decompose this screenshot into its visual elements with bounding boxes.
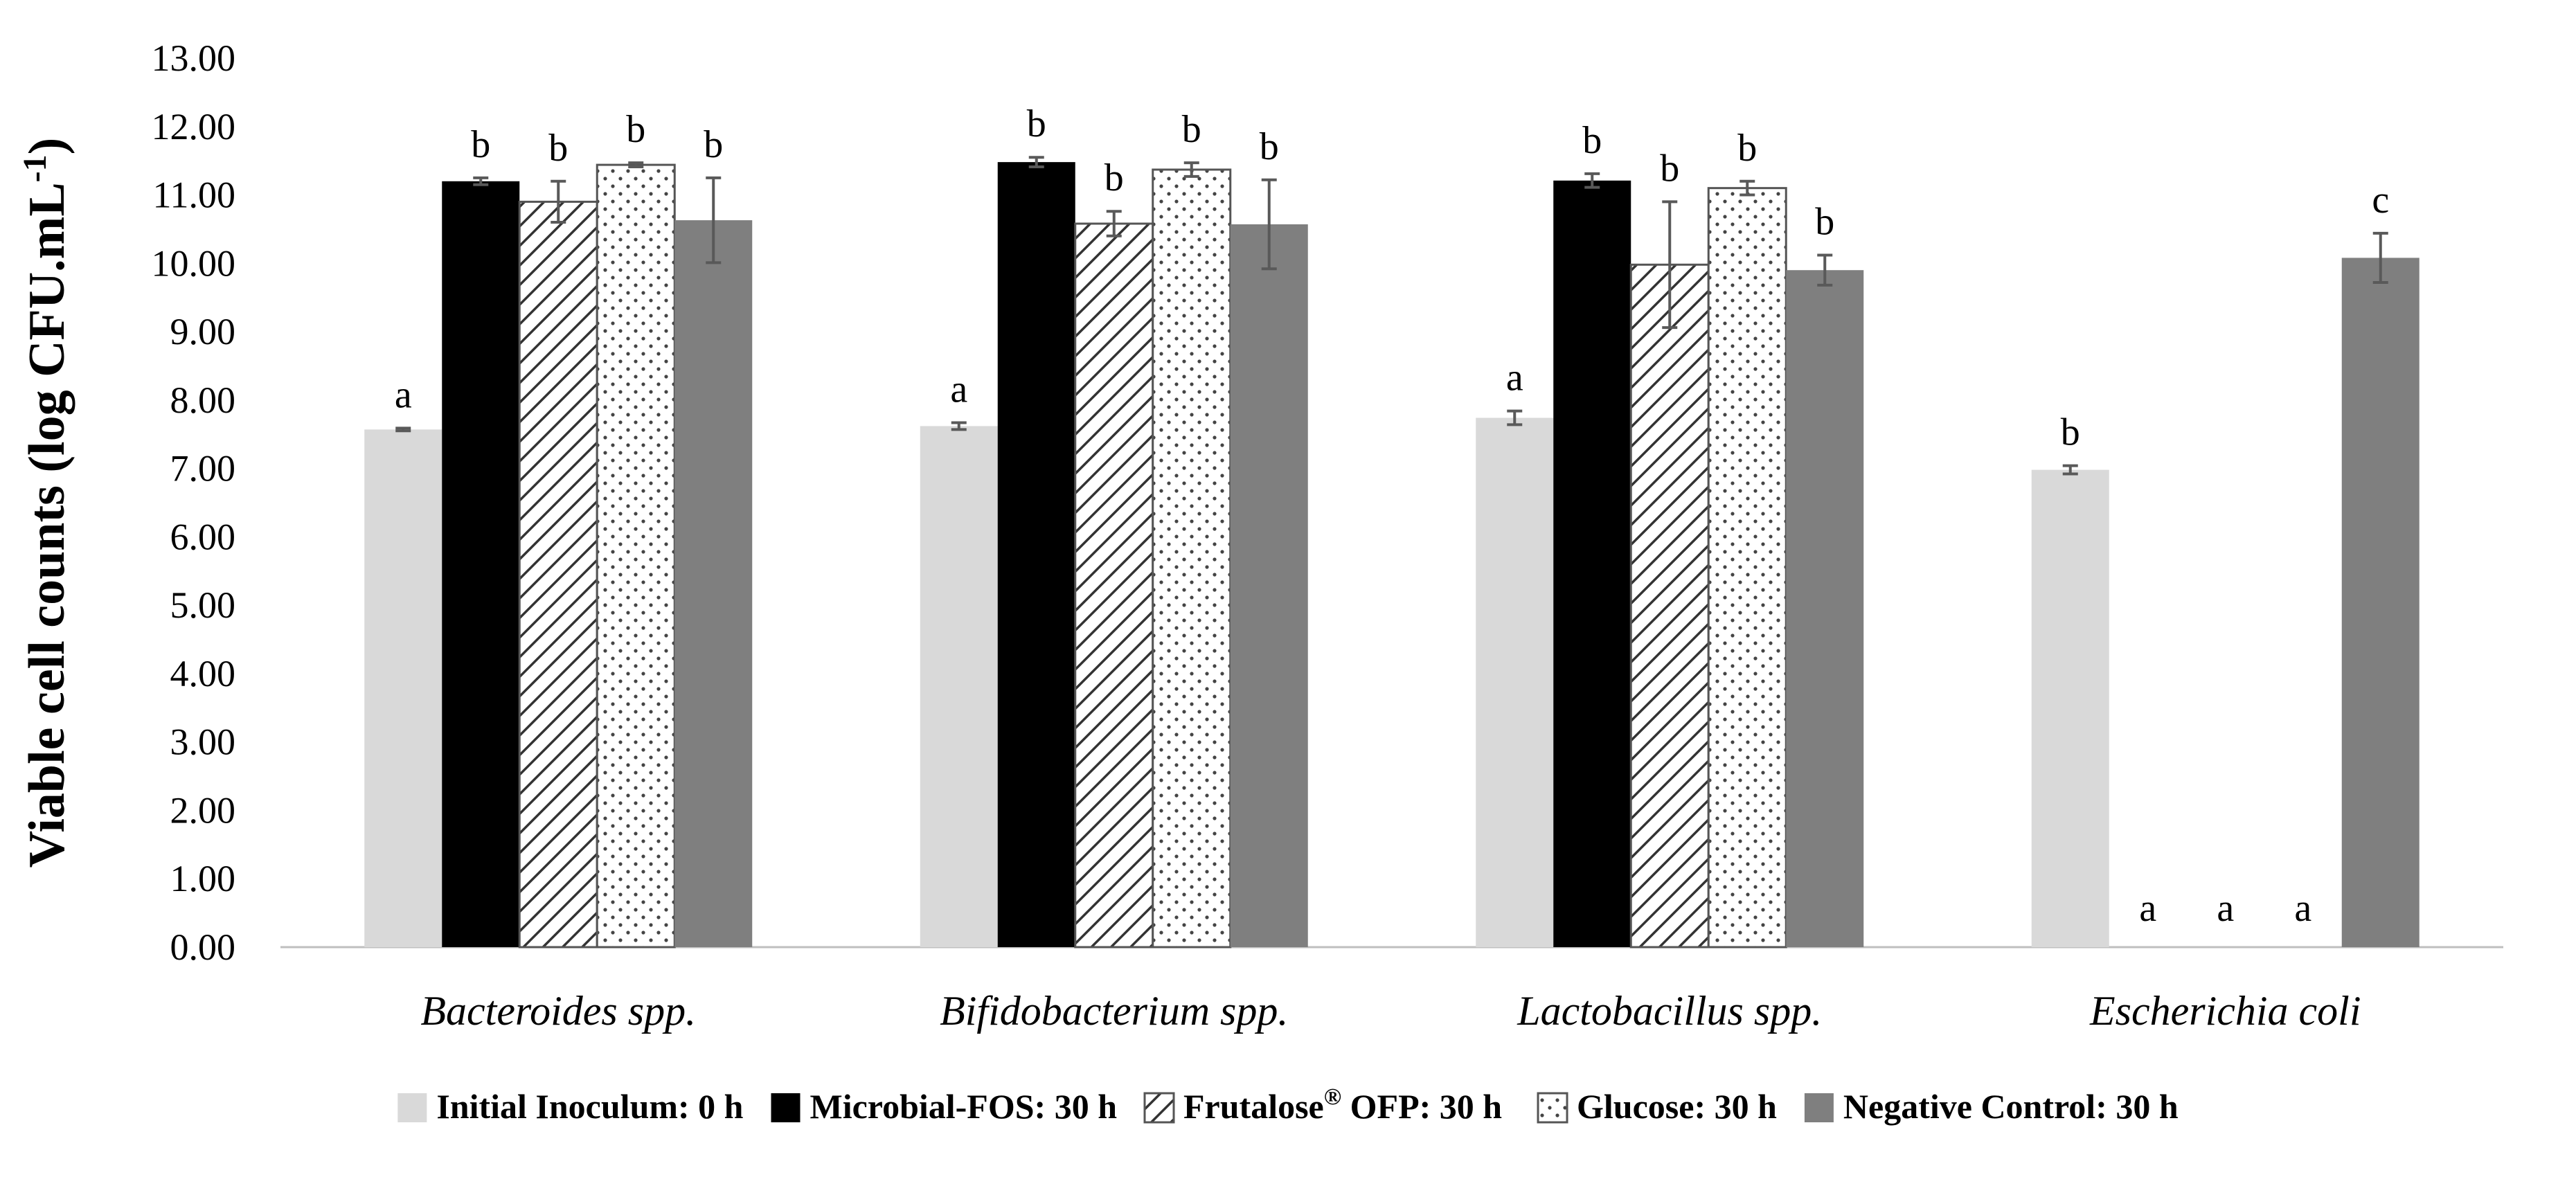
labels-layer: a b b b b Bacteroides spp. a b b b b Bifidobacteriu… bbox=[395, 102, 2389, 1034]
significance-label: a bbox=[2139, 887, 2156, 930]
bars-layer bbox=[364, 156, 2420, 949]
x-category-label: Bacteroides spp. bbox=[420, 988, 696, 1034]
legend-label-text: Frutalose bbox=[1183, 1087, 1324, 1126]
significance-label: b bbox=[1582, 119, 1602, 162]
y-tick-label: 3.00 bbox=[170, 721, 236, 763]
y-axis-label: Viable cell counts (log CFU.mL-1) bbox=[17, 138, 75, 868]
legend-label-text: Glucose: 30 h bbox=[1577, 1087, 1777, 1126]
bar bbox=[442, 181, 520, 947]
bar bbox=[518, 200, 598, 949]
bar bbox=[364, 429, 442, 947]
y-tick-label: 13.00 bbox=[152, 37, 236, 79]
bar bbox=[596, 163, 676, 949]
significance-label: c bbox=[2372, 179, 2389, 222]
bar bbox=[1786, 270, 1864, 948]
y-tick-label: 1.00 bbox=[170, 858, 236, 899]
bar bbox=[1553, 180, 1631, 948]
significance-label: a bbox=[1506, 357, 1523, 399]
bar bbox=[1707, 187, 1787, 949]
legend-swatch bbox=[771, 1093, 800, 1122]
legend: Initial Inoculum: 0 h Microbial-FOS: 30 h… bbox=[397, 1084, 2179, 1126]
x-category-label: Escherichia coli bbox=[2089, 988, 2361, 1034]
legend-swatch bbox=[1804, 1093, 1834, 1122]
y-axis-label-text: Viable cell counts (log CFU.mL bbox=[19, 182, 75, 868]
legend-label-text: Microbial-FOS: 30 h bbox=[810, 1087, 1118, 1126]
bar bbox=[1230, 224, 1308, 947]
bar bbox=[997, 162, 1075, 947]
legend-label: Microbial-FOS: 30 h bbox=[810, 1087, 1118, 1126]
significance-label: b bbox=[1260, 125, 1279, 168]
y-axis-label-close: ) bbox=[19, 138, 75, 155]
legend-label-text: Negative Control: 30 h bbox=[1843, 1087, 2179, 1126]
y-tick-label: 2.00 bbox=[170, 789, 236, 831]
legend-label: Frutalose® OFP: 30 h bbox=[1183, 1084, 1502, 1126]
legend-swatch bbox=[1537, 1092, 1568, 1124]
significance-label: b bbox=[1737, 127, 1757, 170]
axes: 0.00 1.00 2.00 3.00 4.00 5.00 6.00 7.00 8.00 9.00… bbox=[17, 37, 2503, 968]
y-tick-label: 9.00 bbox=[170, 311, 236, 352]
bar bbox=[2341, 258, 2420, 948]
significance-label: b bbox=[1104, 156, 1124, 199]
significance-label: a bbox=[2294, 887, 2311, 930]
y-tick-label: 4.00 bbox=[170, 653, 236, 694]
significance-label: a bbox=[395, 373, 412, 416]
significance-label: a bbox=[2217, 887, 2234, 930]
legend-label-text: Initial Inoculum: 0 h bbox=[436, 1087, 743, 1126]
bar bbox=[2031, 469, 2109, 947]
y-tick-label: 11.00 bbox=[153, 174, 236, 216]
bar bbox=[1152, 168, 1232, 949]
legend-swatch bbox=[397, 1093, 427, 1122]
bar bbox=[920, 426, 998, 947]
significance-label: b bbox=[1815, 200, 1834, 243]
y-tick-label: 10.00 bbox=[152, 242, 236, 284]
legend-label: Initial Inoculum: 0 h bbox=[436, 1087, 743, 1126]
significance-label: b bbox=[1660, 147, 1679, 190]
bar bbox=[1476, 417, 1554, 947]
y-tick-label: 5.00 bbox=[170, 584, 236, 626]
x-category-label: Lactobacillus spp. bbox=[1517, 988, 1822, 1034]
y-tick-label: 0.00 bbox=[170, 926, 236, 968]
y-tick-label: 6.00 bbox=[170, 516, 236, 557]
significance-label: b bbox=[471, 123, 490, 166]
y-axis-label-superscript: -1 bbox=[17, 154, 53, 182]
legend-label: Negative Control: 30 h bbox=[1843, 1087, 2179, 1126]
y-tick-label: 7.00 bbox=[170, 448, 236, 489]
legend-label-superscript: ® bbox=[1324, 1084, 1341, 1110]
significance-label: b bbox=[626, 108, 645, 151]
legend-swatch bbox=[1143, 1092, 1175, 1124]
significance-label: a bbox=[950, 368, 967, 411]
legend-label: Glucose: 30 h bbox=[1577, 1087, 1777, 1126]
bar bbox=[1074, 222, 1154, 949]
significance-label: b bbox=[548, 127, 568, 170]
significance-label: b bbox=[704, 123, 723, 166]
bar bbox=[674, 220, 753, 948]
y-tick-label: 12.00 bbox=[152, 106, 236, 147]
x-category-label: Bifidobacterium spp. bbox=[940, 988, 1288, 1034]
significance-label: b bbox=[1027, 102, 1046, 145]
y-tick-label: 8.00 bbox=[170, 379, 236, 421]
significance-label: b bbox=[1182, 108, 1201, 151]
significance-label: b bbox=[2061, 411, 2080, 454]
legend-label-rest: OFP: 30 h bbox=[1341, 1087, 1502, 1126]
bar bbox=[1629, 263, 1710, 949]
